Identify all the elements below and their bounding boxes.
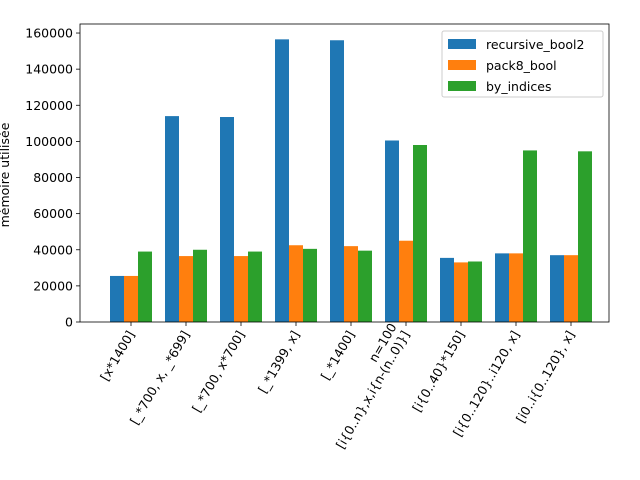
bar-by_indices-1	[193, 249, 207, 322]
bar-pack8_bool-4	[344, 246, 358, 322]
y-axis-label: mémoire utilisée	[0, 122, 12, 227]
x-tick-label: [i0..i{0..120}, x]	[513, 328, 578, 425]
bar-recursive_bool2-8	[550, 255, 564, 322]
bar-recursive_bool2-6	[440, 257, 454, 322]
bar-pack8_bool-2	[234, 256, 248, 322]
y-tick-label: 100000	[25, 134, 73, 149]
bar-pack8_bool-3	[289, 245, 303, 322]
x-tick-label: [_*700, x*700]	[189, 328, 248, 415]
bar-by_indices-4	[358, 250, 372, 322]
legend-label: recursive_bool2	[486, 37, 584, 52]
legend-label: by_indices	[486, 79, 551, 94]
bar-by_indices-7	[523, 150, 537, 322]
x-axis: [x*1400][_*700, x, _*699][_*700, x*700][…	[97, 320, 578, 451]
legend-swatch-recursive_bool2	[448, 39, 476, 49]
y-tick-label: 140000	[25, 62, 73, 77]
bar-recursive_bool2-3	[275, 39, 289, 323]
y-tick-label: 80000	[33, 170, 73, 185]
bar-recursive_bool2-2	[220, 117, 234, 323]
bar-by_indices-8	[578, 151, 592, 322]
bar-by_indices-2	[248, 251, 262, 322]
bar-pack8_bool-6	[454, 262, 468, 322]
y-tick-label: 60000	[33, 206, 73, 221]
legend-swatch-by_indices	[448, 81, 476, 91]
bar-recursive_bool2-7	[495, 253, 509, 322]
plot-frame	[79, 23, 610, 323]
x-tick-label: [_*1399, x]	[255, 328, 303, 396]
bar-pack8_bool-1	[179, 256, 193, 322]
bar-by_indices-6	[468, 261, 482, 322]
bar-pack8_bool-8	[564, 255, 578, 322]
bar-pack8_bool-0	[124, 275, 138, 322]
y-tick-label: 0	[65, 315, 73, 330]
y-tick-label: 160000	[25, 26, 73, 41]
bar-recursive_bool2-0	[110, 275, 124, 322]
legend: recursive_bool2 pack8_bool by_indices	[441, 30, 604, 98]
y-axis: 0 20000 40000 60000 80000 100000 120000 140000 1…	[25, 26, 80, 330]
bar-pack8_bool-7	[509, 253, 523, 322]
bar-by_indices-0	[138, 251, 152, 322]
x-tick-label: n=100[i{0..n},x,i{n-(n..0)}]	[320, 320, 413, 451]
y-tick-label: 40000	[33, 242, 73, 257]
bar-pack8_bool-5	[399, 240, 413, 322]
bar-recursive_bool2-5	[385, 140, 399, 322]
bar-recursive_bool2-4	[330, 40, 344, 322]
legend-label: pack8_bool	[486, 58, 557, 73]
y-tick-label: 120000	[25, 98, 73, 113]
legend-swatch-pack8_bool	[448, 60, 476, 70]
x-tick-label: [_*1400]	[318, 328, 358, 382]
x-tick-label: [x*1400]	[97, 328, 138, 383]
bar-by_indices-3	[303, 248, 317, 322]
bar-recursive_bool2-1	[165, 116, 179, 322]
x-tick-label: [_*700, x, _*699]	[127, 328, 193, 427]
bars-layer	[110, 39, 592, 323]
bar-by_indices-5	[413, 145, 427, 322]
legend-box	[441, 30, 604, 98]
x-tick-label: [i{0..40}*150]	[409, 328, 468, 414]
y-tick-label: 20000	[33, 278, 73, 293]
